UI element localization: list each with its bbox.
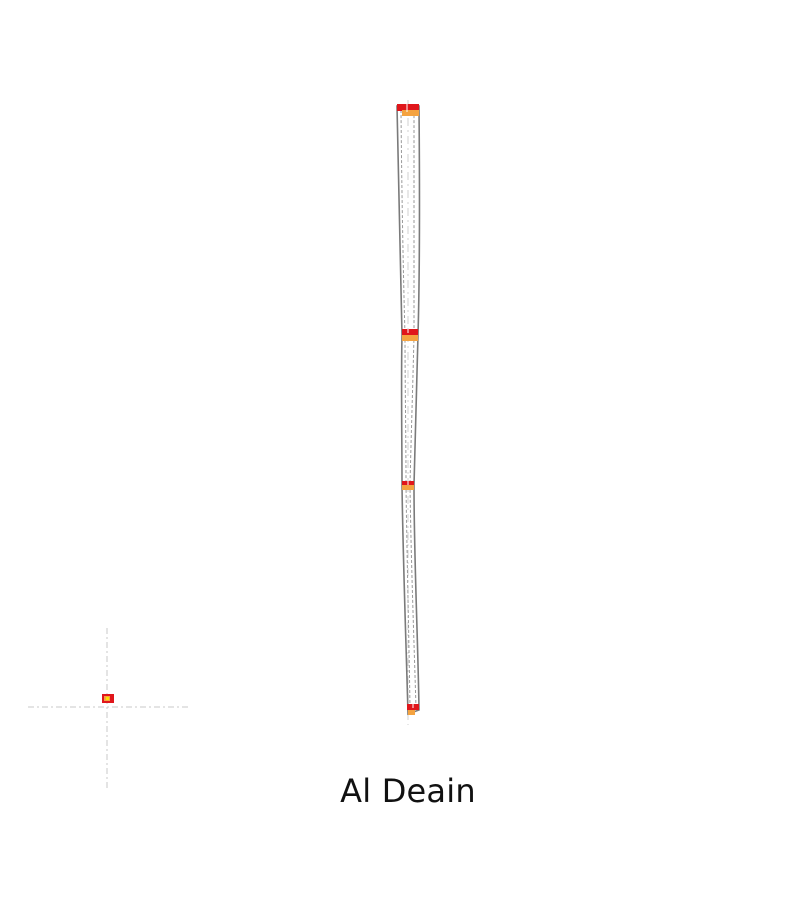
- elongated-shape: [396, 100, 421, 725]
- segment-marker-top: [397, 104, 419, 116]
- segment-marker-upper-mid: [402, 329, 418, 341]
- place-label: Al Deain: [340, 772, 476, 810]
- shape-inner-outline: [400, 109, 417, 709]
- crosshair-icon: [102, 694, 114, 703]
- segment-marker-bottom: [407, 704, 419, 715]
- segment-marker-lower-mid: [402, 481, 414, 490]
- reference-crosshair: [28, 628, 188, 788]
